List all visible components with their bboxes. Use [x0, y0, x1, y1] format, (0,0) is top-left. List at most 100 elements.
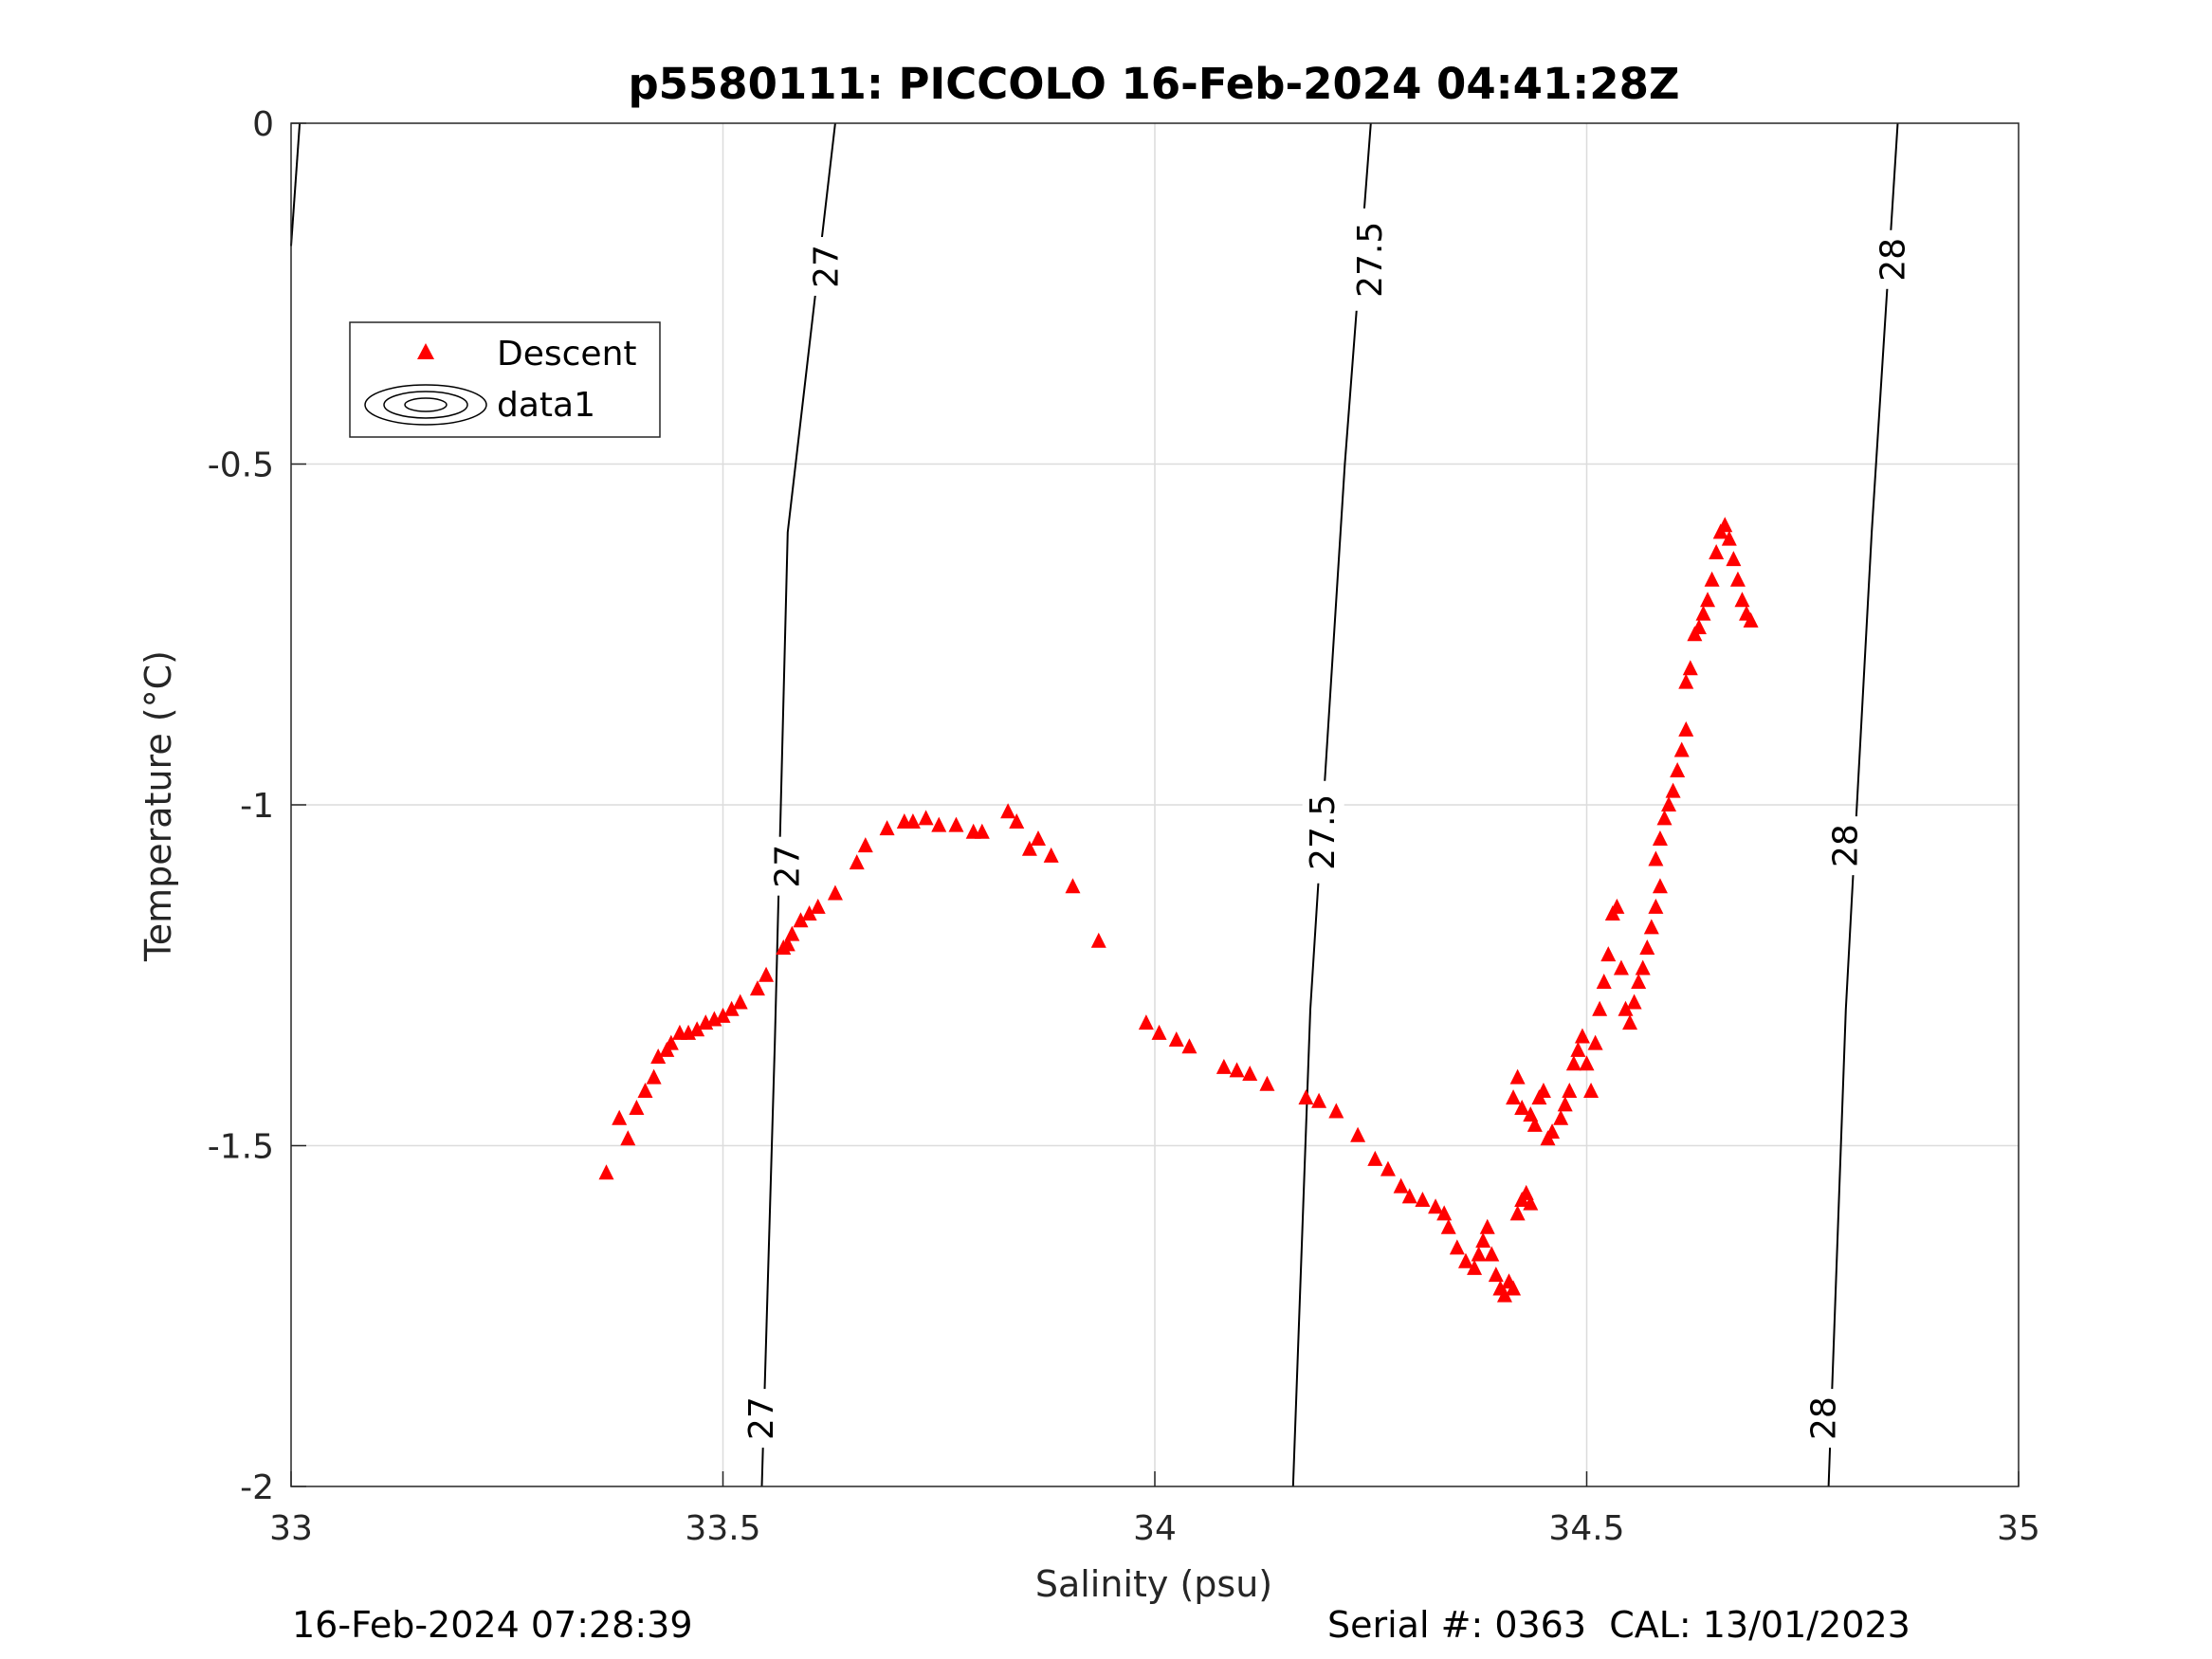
descent-point	[612, 1109, 628, 1125]
descent-point	[1229, 1062, 1245, 1078]
contour-label: 27	[807, 245, 846, 288]
descent-point	[1609, 898, 1625, 914]
descent-point	[1509, 1068, 1526, 1085]
descent-point	[1570, 1041, 1586, 1057]
descent-point	[1622, 1014, 1638, 1030]
descent-point	[905, 812, 921, 829]
descent-point	[629, 1099, 645, 1115]
descent-point	[1726, 551, 1742, 567]
descent-point	[1475, 1232, 1491, 1249]
descent-point	[793, 912, 809, 928]
descent-point	[1506, 1280, 1522, 1296]
descent-point	[1514, 1099, 1530, 1115]
descent-point	[1000, 803, 1016, 819]
descent-point	[1367, 1150, 1383, 1166]
legend: Descent data1	[349, 321, 661, 438]
descent-point	[1479, 1218, 1495, 1234]
descent-point	[1484, 1246, 1500, 1262]
descent-point	[1709, 543, 1725, 559]
descent-point	[1021, 840, 1037, 856]
contour-label-background	[740, 1389, 783, 1449]
descent-point	[1743, 611, 1759, 628]
descent-point	[948, 816, 964, 832]
descent-point	[1700, 592, 1716, 608]
descent-point	[1259, 1075, 1275, 1091]
descent-point	[1652, 878, 1668, 894]
x-tick-label: 34.5	[1548, 1509, 1624, 1548]
descent-point	[1631, 973, 1647, 989]
descent-point	[857, 837, 873, 853]
descent-point	[1216, 1058, 1232, 1074]
descent-point	[1626, 994, 1642, 1010]
descent-point	[1656, 810, 1673, 826]
density-contour-line	[1827, 122, 1899, 1487]
y-tick-label: -2	[240, 1468, 274, 1507]
descent-point	[974, 823, 990, 839]
y-tick-label: -1.5	[208, 1128, 274, 1167]
descent-point	[1678, 720, 1694, 737]
descent-point	[1467, 1259, 1483, 1275]
descent-point	[1652, 830, 1668, 846]
descent-point	[1311, 1092, 1327, 1108]
descent-point	[1678, 673, 1694, 689]
descent-point	[1488, 1267, 1504, 1283]
contour-label: 27.5	[1304, 794, 1343, 870]
contour-label-background	[766, 836, 809, 896]
descent-point	[1380, 1160, 1396, 1176]
contour-label-background	[1803, 1389, 1846, 1449]
descent-point	[1509, 1205, 1526, 1221]
descent-point	[1661, 796, 1677, 811]
descent-point	[1613, 959, 1629, 975]
x-axis-label: Salinity (psu)	[1035, 1563, 1272, 1605]
descent-point	[759, 966, 775, 982]
descent-point	[689, 1021, 705, 1037]
descent-point	[1639, 939, 1655, 955]
descent-point	[1635, 959, 1651, 975]
contour-label-background	[1302, 780, 1344, 884]
descent-point	[1704, 571, 1720, 587]
descent-point	[1648, 898, 1664, 914]
contour-label: 27.5	[1351, 222, 1390, 298]
density-contour-line	[760, 122, 836, 1487]
descent-point	[1151, 1024, 1167, 1040]
contour-label-background	[1349, 208, 1392, 311]
grid	[291, 123, 2019, 1486]
descent-point	[1065, 878, 1081, 894]
descent-point	[1449, 1239, 1465, 1255]
descent-point	[879, 820, 895, 836]
descent-point	[1553, 1109, 1569, 1125]
descent-point	[1545, 1123, 1561, 1139]
contour-label: 27	[768, 845, 807, 888]
descent-point	[918, 810, 934, 826]
descent-point	[1592, 1000, 1608, 1016]
descent-point	[646, 1068, 662, 1085]
descent-point	[1695, 605, 1711, 621]
contour-label: 28	[1874, 238, 1912, 282]
descent-point	[1673, 741, 1690, 757]
descent-point	[1436, 1205, 1453, 1221]
descent-point	[1350, 1126, 1366, 1142]
descent-point	[931, 816, 947, 832]
contour-label-background	[1824, 816, 1867, 876]
descent-point	[715, 1007, 731, 1023]
descent-point	[1457, 1252, 1473, 1268]
legend-contour-icon	[364, 384, 487, 426]
chart-title: p5580111: PICCOLO 16-Feb-2024 04:41:28Z	[628, 59, 1679, 109]
descent-point	[1523, 1194, 1539, 1211]
descent-point	[1643, 919, 1659, 935]
descent-point	[598, 1164, 614, 1180]
x-tick-label: 33	[269, 1509, 313, 1548]
descent-point	[1043, 847, 1059, 863]
descent-point	[1734, 592, 1750, 608]
descent-point	[1401, 1188, 1417, 1204]
descent-point	[1670, 762, 1686, 778]
contour-label: 27	[742, 1396, 781, 1440]
descent-point	[849, 854, 865, 870]
x-tick-label: 35	[1997, 1509, 2040, 1548]
descent-point	[784, 925, 800, 941]
descent-point	[620, 1130, 636, 1146]
descent-point	[1535, 1082, 1551, 1098]
descent-point	[1526, 1116, 1543, 1132]
descent-point	[1328, 1103, 1344, 1119]
